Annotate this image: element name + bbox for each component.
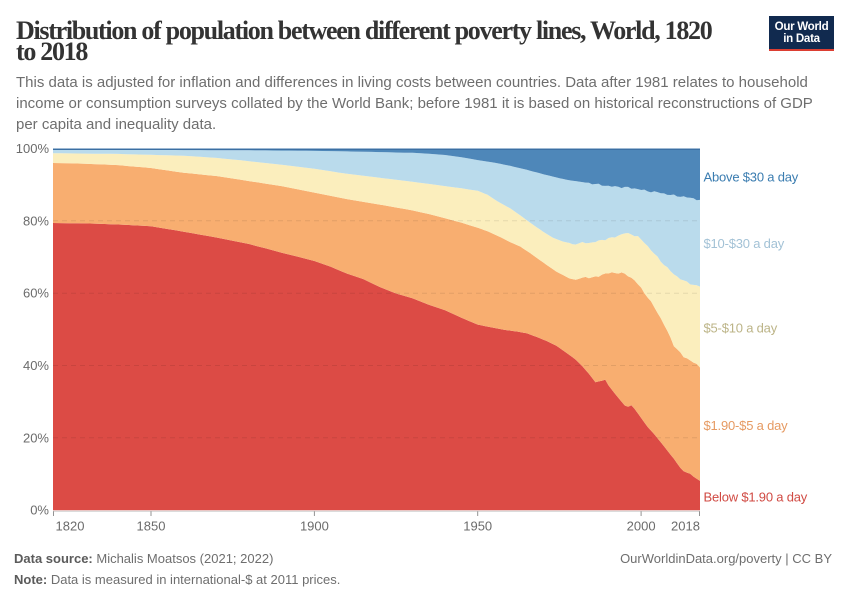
svg-text:1820: 1820 (56, 519, 85, 534)
svg-text:$1.90-$5 a day: $1.90-$5 a day (704, 418, 789, 433)
svg-text:40%: 40% (23, 358, 49, 373)
svg-text:60%: 60% (23, 286, 49, 301)
svg-text:1950: 1950 (463, 519, 492, 534)
svg-text:20%: 20% (23, 430, 49, 445)
svg-text:Above $30 a day: Above $30 a day (704, 170, 799, 185)
svg-text:1900: 1900 (300, 519, 329, 534)
svg-text:80%: 80% (23, 213, 49, 228)
svg-text:$10-$30 a day: $10-$30 a day (704, 236, 785, 251)
svg-text:100%: 100% (16, 141, 50, 156)
svg-text:$5-$10 a day: $5-$10 a day (704, 321, 778, 336)
svg-text:Below $1.90 a day: Below $1.90 a day (704, 490, 808, 505)
svg-text:1850: 1850 (137, 519, 166, 534)
svg-text:0%: 0% (30, 503, 49, 518)
svg-text:2000: 2000 (627, 519, 656, 534)
svg-text:2018: 2018 (671, 519, 700, 534)
